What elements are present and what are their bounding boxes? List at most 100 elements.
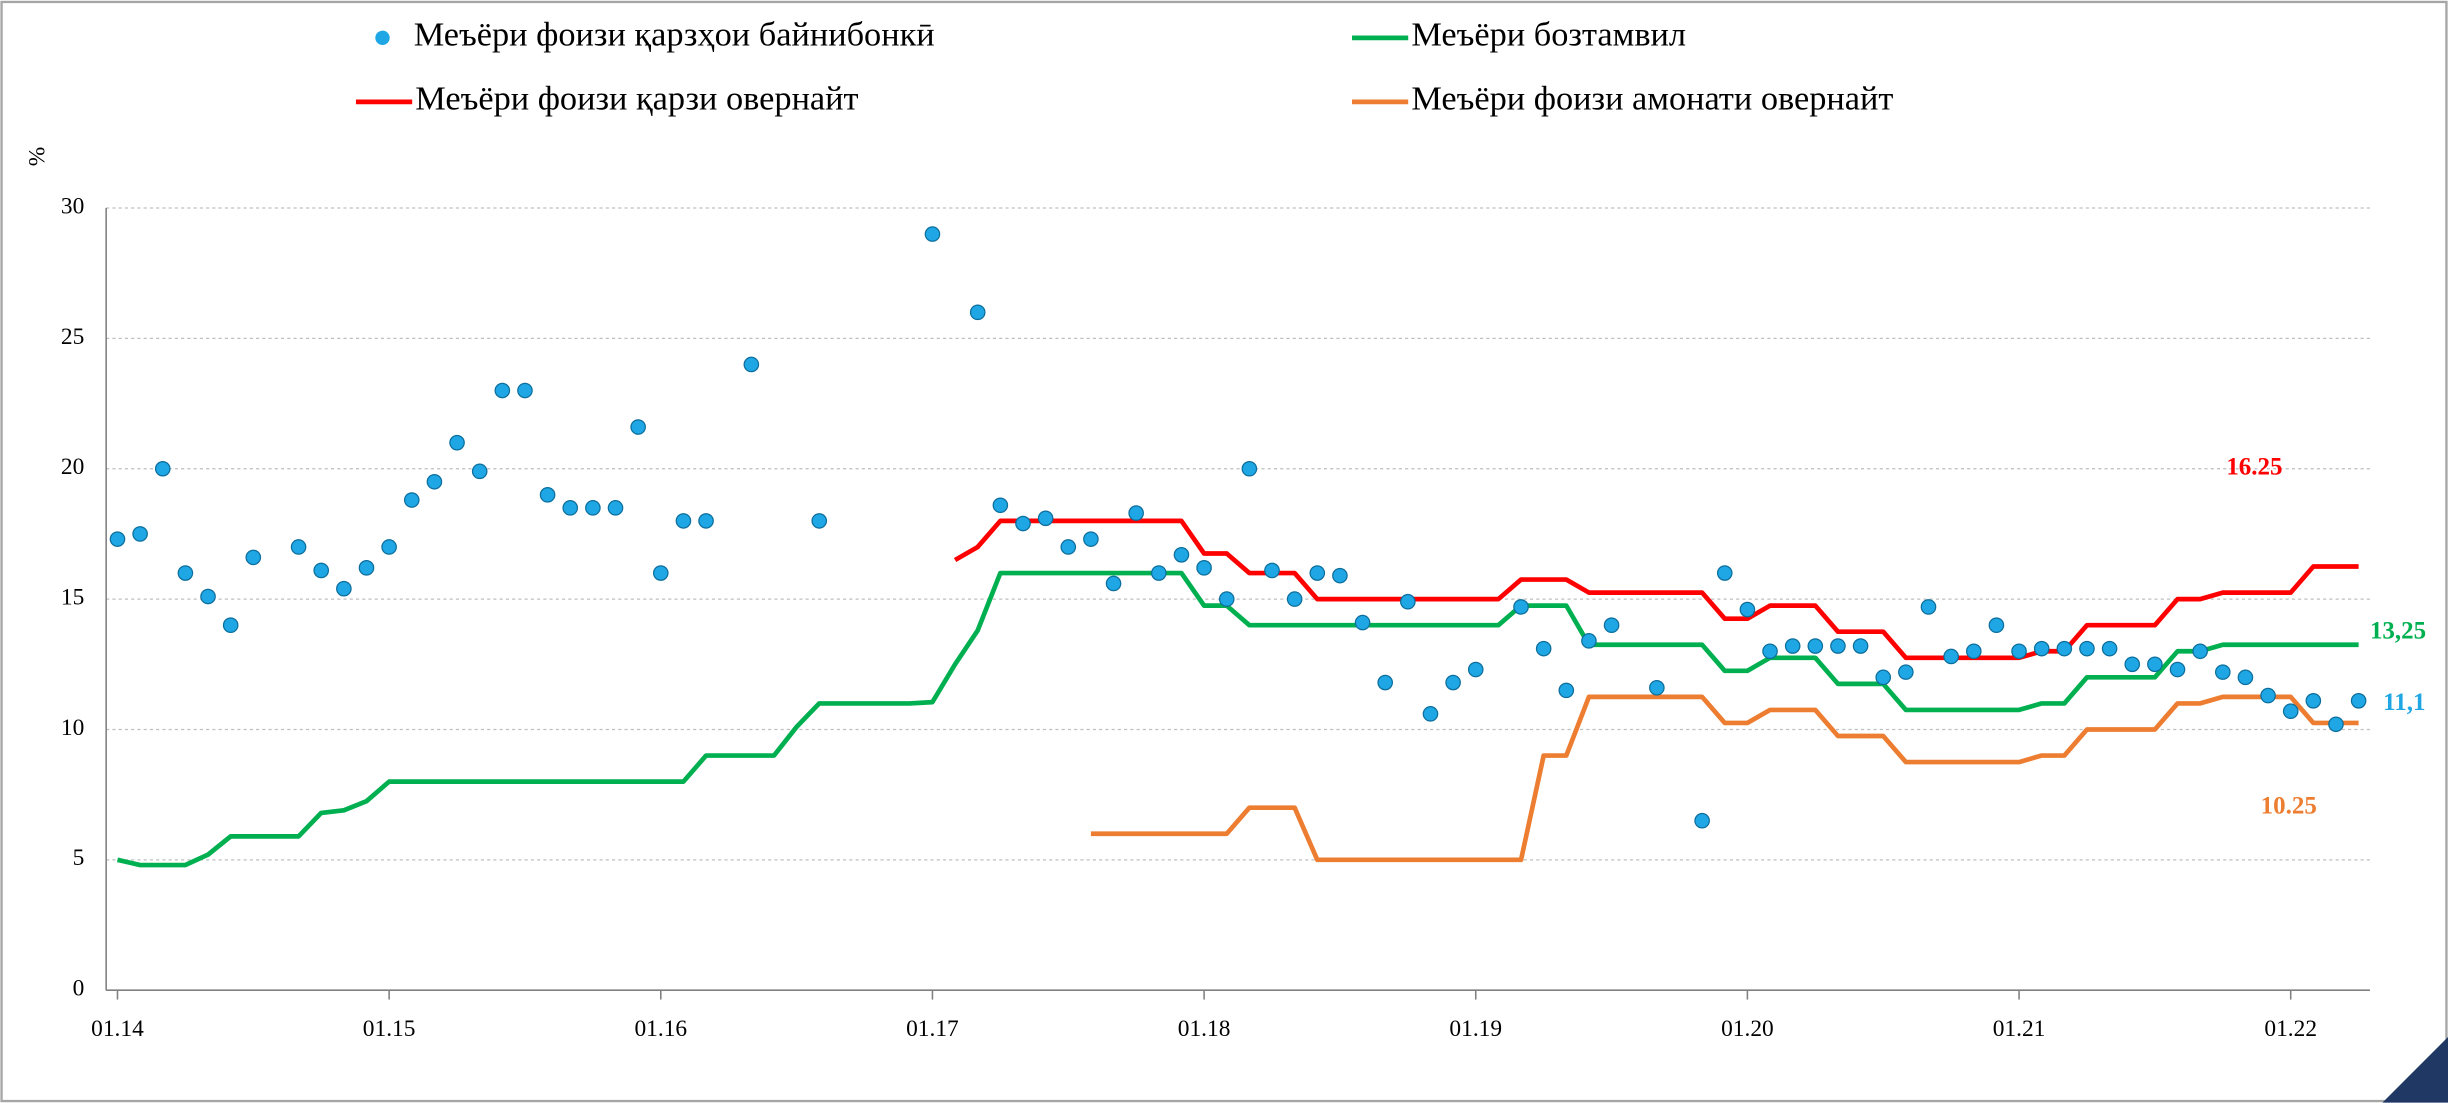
scatter-point — [2260, 687, 2276, 704]
scatter-point — [1649, 679, 1665, 696]
scatter-point — [1060, 539, 1077, 555]
scatter-point — [132, 526, 148, 542]
scatter-point — [2056, 640, 2073, 657]
scatter-point — [698, 513, 714, 529]
scatter-point — [222, 617, 239, 633]
annotation: 10.25 — [2261, 792, 2317, 819]
scatter-point — [539, 487, 556, 503]
scatter-point — [1354, 614, 1371, 631]
scatter-point — [471, 463, 488, 480]
scatter-point — [494, 382, 511, 399]
annotation: 16.25 — [2226, 453, 2282, 480]
scatter-point — [426, 473, 443, 490]
legend-label: Меъёри фоизи қарзи овернайт — [415, 80, 858, 118]
scatter-point — [1762, 643, 1778, 660]
scatter-point — [2079, 640, 2095, 657]
scatter-point — [924, 226, 941, 242]
x-tick-label: 01.16 — [634, 1016, 687, 1042]
scatter-point — [2011, 643, 2027, 660]
y-tick-label: 5 — [73, 845, 85, 871]
x-tick-label: 01.17 — [906, 1016, 959, 1042]
scatter-point — [517, 382, 533, 399]
scatter-point — [1241, 460, 1258, 477]
scatter-point — [585, 500, 601, 516]
scatter-point — [1218, 591, 1235, 607]
y-tick-label: 15 — [61, 584, 84, 610]
scatter-point — [177, 565, 194, 581]
scatter-point — [1716, 565, 1733, 581]
scatter-point — [200, 588, 216, 605]
scatter-point — [675, 513, 692, 529]
series-line — [116, 570, 2359, 868]
series-line — [953, 518, 2359, 661]
x-tick-label: 01.22 — [2264, 1016, 2317, 1042]
scatter-point — [969, 304, 986, 321]
scatter-point — [1603, 617, 1620, 633]
scatter-point — [2192, 643, 2208, 660]
scatter-point — [1784, 638, 1801, 654]
scatter-point — [1400, 593, 1416, 610]
scatter-point — [1694, 812, 1710, 829]
scatter-point — [630, 419, 646, 435]
scatter-point — [1037, 510, 1054, 527]
scatter-point — [652, 565, 669, 581]
scatter-point — [1196, 560, 1212, 576]
scatter-point — [2282, 703, 2299, 720]
scatter-point — [1965, 643, 1982, 660]
scatter-point — [1513, 599, 1529, 615]
scatter-point — [1875, 669, 1892, 686]
scatter-point — [2214, 664, 2231, 680]
scatter-point — [1558, 682, 1575, 699]
scatter-point — [1898, 664, 1914, 680]
scatter-point — [2101, 640, 2118, 657]
scatter-point — [2169, 661, 2186, 678]
scatter-point — [992, 497, 1009, 514]
scatter-point — [109, 531, 126, 547]
scatter-point — [1943, 648, 1959, 665]
scatter-point — [562, 500, 579, 516]
scatter-point — [290, 539, 307, 555]
legend-label: Меъёри фоизи амонати овернайт — [1411, 80, 1893, 118]
x-tick-label: 01.18 — [1178, 1016, 1231, 1042]
scatter-point — [607, 500, 624, 516]
scatter-point — [1581, 633, 1597, 649]
scatter-point — [1264, 562, 1280, 579]
scatter-point — [2147, 656, 2163, 673]
y-tick-label: 20 — [61, 454, 84, 480]
scatter-point — [1422, 706, 1439, 722]
scatter-point — [381, 539, 397, 555]
x-tick-label: 01.14 — [91, 1016, 144, 1042]
scatter-point — [403, 492, 420, 508]
scatter-point — [2124, 656, 2141, 673]
y-tick-label: 0 — [73, 976, 85, 1002]
legend-marker — [375, 30, 390, 46]
scatter-point — [1332, 567, 1348, 584]
scatter-point — [1445, 674, 1461, 691]
scatter-point — [154, 460, 171, 477]
scatter-point — [449, 434, 465, 451]
y-tick-label: 10 — [61, 715, 84, 741]
scatter-point — [1309, 565, 1326, 581]
scatter-point — [1015, 515, 1031, 532]
scatter-point — [1807, 638, 1824, 654]
scatter-point — [1105, 575, 1122, 592]
scatter-point — [1988, 617, 2005, 633]
x-tick-label: 01.20 — [1721, 1016, 1774, 1042]
legend-label: Меъёри бозтамвил — [1411, 16, 1686, 54]
y-tick-label: 30 — [61, 193, 84, 219]
x-tick-label: 01.21 — [1993, 1016, 2046, 1042]
scatter-point — [1151, 565, 1167, 581]
scatter-point — [1173, 546, 1190, 563]
scatter-point — [358, 560, 375, 576]
scatter-point — [1830, 638, 1846, 654]
scatter-point — [245, 549, 262, 566]
annotation: 11,1 — [2383, 689, 2425, 716]
scatter-point — [313, 562, 330, 579]
scatter-point — [2237, 669, 2254, 686]
series-line — [1090, 694, 2359, 863]
legend-label: Меъёри фоизи қарзҳои байнибонкӣ — [414, 16, 935, 54]
scatter-point — [743, 356, 760, 373]
x-tick-label: 01.19 — [1449, 1016, 1502, 1042]
scatter-point — [1739, 601, 1756, 618]
